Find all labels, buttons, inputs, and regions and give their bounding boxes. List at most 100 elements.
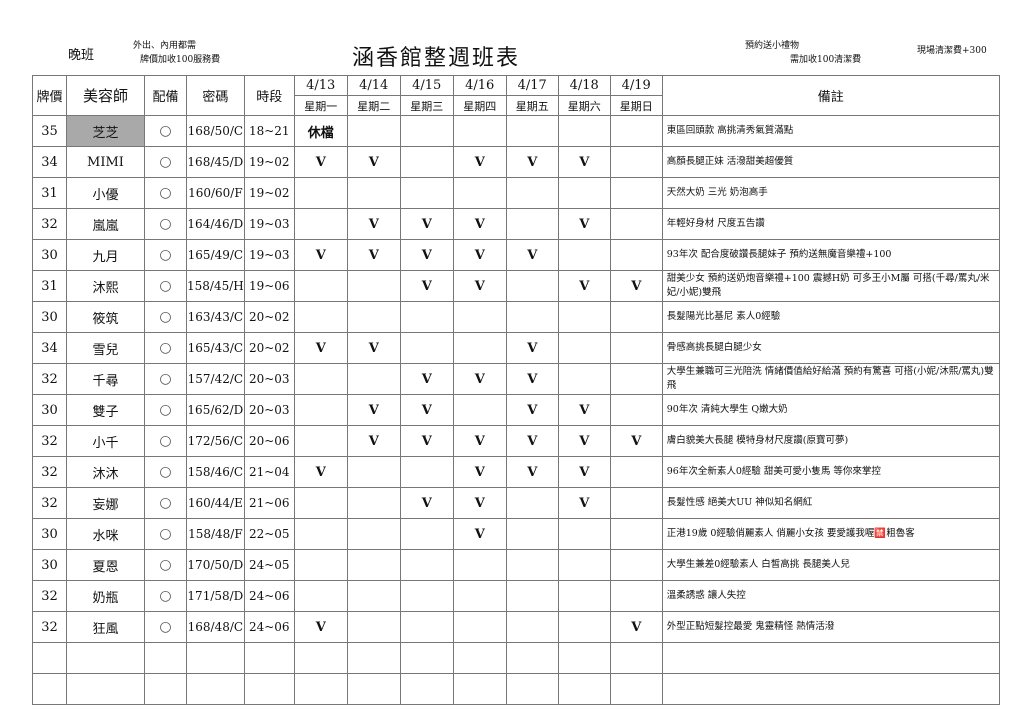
empty-cell [399, 642, 454, 674]
col-header-weekday: 星期四 [452, 95, 507, 116]
col-header-remarks: 備註 [661, 75, 1000, 116]
day-cell [346, 270, 401, 302]
price-cell: 32 [32, 456, 67, 488]
day-cell: 休檔 [293, 115, 348, 147]
day-cell: V [346, 332, 401, 364]
price-cell: 30 [32, 301, 67, 333]
day-cell: V [452, 456, 507, 488]
day-cell: V [399, 394, 454, 426]
empty-cell [557, 673, 611, 705]
empty-cell [144, 642, 187, 674]
day-cell: V [399, 487, 454, 519]
day-cell [452, 611, 507, 643]
day-cell [505, 301, 559, 333]
equip-cell: ○ [144, 332, 187, 364]
table-row: 31 沐熙 ○ 158/45/H 19~06 V V V V 甜美少女 預約送奶炮音樂禮+100 … [32, 270, 1000, 302]
day-cell [293, 394, 348, 426]
name-cell: 芝芝 [66, 115, 145, 147]
empty-cell [452, 673, 507, 705]
day-cell: V [346, 394, 401, 426]
day-cell [399, 549, 454, 581]
equip-cell: ○ [144, 487, 187, 519]
equip-cell: ○ [144, 363, 187, 395]
day-cell: V [399, 363, 454, 395]
day-cell [609, 580, 663, 612]
day-cell: V [557, 394, 611, 426]
day-cell: V [346, 208, 401, 240]
day-cell [609, 332, 663, 364]
day-cell [293, 363, 348, 395]
day-cell: V [452, 146, 507, 178]
day-cell [293, 518, 348, 550]
day-cell: V [293, 332, 348, 364]
day-cell [399, 518, 454, 550]
price-cell: 32 [32, 425, 67, 457]
name-cell: 沐熙 [66, 270, 145, 302]
day-cell [346, 363, 401, 395]
empty-cell [186, 673, 245, 705]
col-header-date: 4/16 [452, 75, 507, 96]
time-cell: 20~03 [243, 394, 295, 426]
price-cell: 31 [32, 270, 67, 302]
name-cell: 筱筑 [66, 301, 145, 333]
day-cell [505, 270, 559, 302]
time-cell: 21~06 [243, 487, 295, 519]
col-header-weekday: 星期六 [557, 95, 611, 116]
col-header-date: 4/17 [505, 75, 559, 96]
day-cell: V [399, 425, 454, 457]
code-cell: 157/42/C [186, 363, 245, 395]
schedule-table: 牌價 美容師 配備 密碼 時段 4/13 4/14 4/15 4/16 4/17 4/18… [32, 75, 1000, 705]
day-cell [399, 146, 454, 178]
time-cell: 20~02 [243, 332, 295, 364]
day-cell: V [609, 611, 663, 643]
day-cell [609, 208, 663, 240]
equip-cell: ○ [144, 301, 187, 333]
equip-cell: ○ [144, 580, 187, 612]
empty-cell [346, 642, 401, 674]
day-cell [399, 332, 454, 364]
name-cell: 奶瓶 [66, 580, 145, 612]
price-cell: 30 [32, 239, 67, 271]
time-cell: 20~03 [243, 363, 295, 395]
code-cell: 168/45/D [186, 146, 245, 178]
day-cell [399, 115, 454, 147]
price-cell: 34 [32, 332, 67, 364]
code-cell: 165/62/D [186, 394, 245, 426]
table-row: 32 奶瓶 ○ 171/58/D 24~06 溫柔誘惑 讓人失控 [32, 580, 1000, 612]
remark-cell: 正港19歲 0經驗俏麗素人 俏麗小女孩 要愛護我喔🈲粗魯客 [661, 518, 1000, 550]
code-cell: 164/46/D [186, 208, 245, 240]
equip-cell: ○ [144, 177, 187, 209]
empty-cell [609, 642, 663, 674]
day-cell: V [293, 611, 348, 643]
empty-cell [32, 673, 67, 705]
day-cell [557, 611, 611, 643]
day-cell [557, 301, 611, 333]
day-cell: V [452, 208, 507, 240]
day-cell [346, 301, 401, 333]
day-cell: V [452, 518, 507, 550]
remark-cell: 年輕好身材 尺度五告讚 [661, 208, 1000, 240]
table-row: 30 夏恩 ○ 170/50/D 24~05 大學生兼差0經驗素人 白皙高挑 長腿美人兒 [32, 549, 1000, 581]
price-cell: 31 [32, 177, 67, 209]
name-cell: 狂風 [66, 611, 145, 643]
time-cell: 22~05 [243, 518, 295, 550]
price-cell: 32 [32, 487, 67, 519]
price-cell: 32 [32, 363, 67, 395]
header-row-dates: 牌價 美容師 配備 密碼 時段 4/13 4/14 4/15 4/16 4/17 4/18… [32, 75, 1000, 116]
table-row: 34 MIMI ○ 168/45/D 19~02 V V V V V 高顏長腿正妹 活潑甜美超優質 [32, 146, 1000, 178]
day-cell [452, 177, 507, 209]
empty-row [32, 673, 1000, 705]
remark-cell: 長髮性感 絕美大UU 神似知名網紅 [661, 487, 1000, 519]
shift-label: 晚班 [68, 48, 95, 63]
day-cell [505, 208, 559, 240]
day-cell [293, 208, 348, 240]
remark-cell: 96年次全新素人0經驗 甜美可愛小隻馬 等你來掌控 [661, 456, 1000, 488]
day-cell [293, 580, 348, 612]
service-fee-note-line2: 牌價加收100服務費 [140, 55, 221, 65]
empty-cell [505, 673, 559, 705]
day-cell [452, 115, 507, 147]
code-cell: 158/46/C [186, 456, 245, 488]
table-row: 34 雪兒 ○ 165/43/C 20~02 V V V 骨感高挑長腿白腿少女 [32, 332, 1000, 364]
day-cell [609, 549, 663, 581]
day-cell [293, 549, 348, 581]
